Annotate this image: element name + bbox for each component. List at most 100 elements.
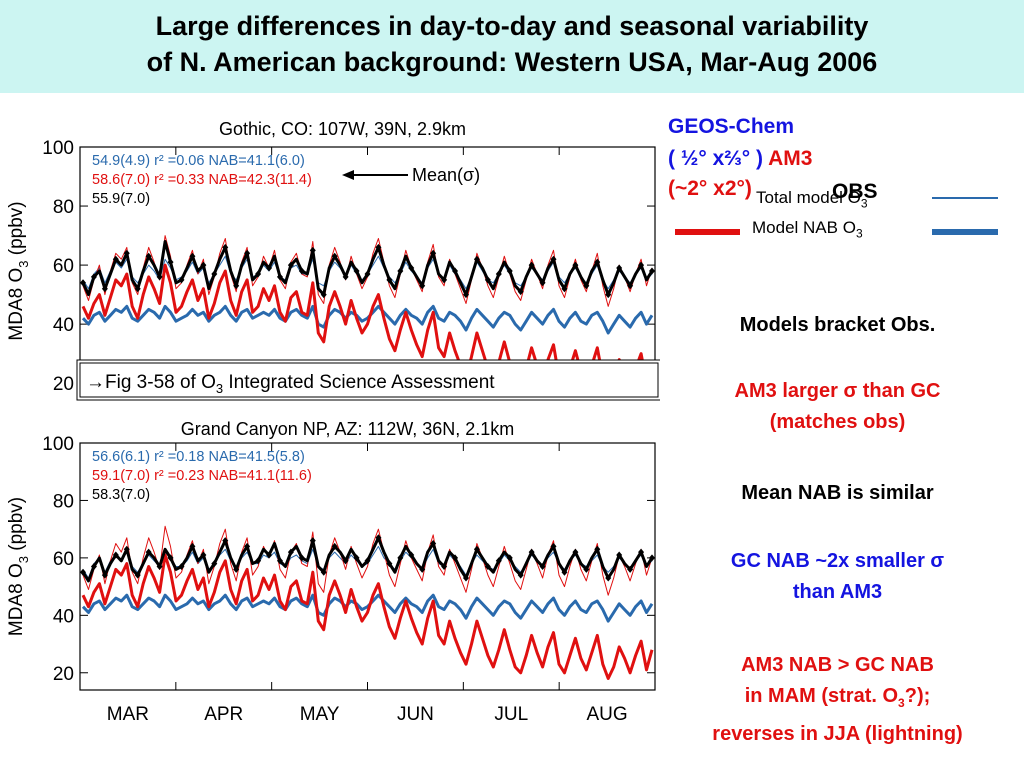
obs-marker	[375, 243, 382, 251]
legend-model-nab-text: Model NAB O	[752, 218, 856, 237]
obs-marker	[561, 568, 568, 576]
obs-marker	[211, 560, 218, 568]
obs-marker	[375, 534, 382, 542]
obs-marker	[583, 282, 590, 290]
fig-ref-sub: 3	[216, 381, 223, 396]
note-gc-nab-1: GC NAB ~2x smaller σ	[730, 550, 945, 572]
obs-marker	[167, 258, 174, 266]
note-gc-nab-2: than AM3	[792, 581, 883, 603]
slide-title: Large differences in day-to-day and seas…	[0, 0, 1024, 93]
y-axis-label-main: MDA8 O	[6, 268, 27, 341]
series-line-am3_total	[82, 525, 653, 596]
panel-stat-2: 58.6(7.0) r² =0.33 NAB=42.3(11.4)	[92, 172, 312, 188]
obs-marker	[495, 270, 502, 278]
x-tick-label: AUG	[586, 704, 627, 725]
y-tick-label: 100	[42, 138, 74, 159]
y-tick-label: 40	[53, 315, 74, 336]
note-models-bracket: Models bracket Obs.	[739, 314, 936, 336]
legend-geos-chem: GEOS-Chem	[668, 112, 794, 142]
obs-marker	[80, 279, 86, 287]
legend-swatches	[675, 197, 998, 235]
obs-marker	[255, 270, 262, 278]
note-am3-nab-2: in MAM (strat. O3?);	[660, 681, 1015, 719]
x-tick-label: JUN	[397, 704, 434, 725]
obs-marker	[123, 249, 130, 257]
obs-marker	[200, 261, 207, 269]
fig-ref-box: →Fig 3-58 of O3 Integrated Science Asses…	[76, 359, 660, 401]
legend-nab-sub: 3	[855, 226, 863, 241]
obs-marker	[441, 276, 448, 284]
note-am3-nab: AM3 NAB > GC NAB in MAM (strat. O3?); re…	[660, 650, 1015, 750]
obs-marker	[178, 276, 185, 284]
obs-marker	[528, 261, 535, 269]
y-axis-label-sub: 3	[16, 261, 31, 268]
obs-marker	[287, 261, 294, 269]
y-tick-label: 80	[53, 491, 74, 512]
legend-obs: OBS	[832, 180, 878, 203]
mean-sigma-annotation: Mean(σ)	[342, 165, 480, 185]
legend-am3-res: (~2° x2°)	[668, 177, 752, 200]
legend-am3-label: AM3	[768, 147, 813, 170]
series-line-gc_nab	[81, 593, 654, 623]
x-tick-label: MAY	[300, 704, 340, 725]
obs-marker	[616, 264, 623, 272]
obs-marker	[90, 563, 97, 570]
obs-marker	[342, 557, 349, 565]
fig-ref-text: →Fig 3-58 of O3 Integrated Science Asses…	[86, 372, 495, 396]
note-am3-nab-1: AM3 NAB > GC NAB	[741, 654, 934, 676]
obs-marker	[244, 249, 251, 257]
y-axis-label-unit: (ppbv)	[6, 201, 27, 260]
obs-marker	[353, 267, 360, 275]
obs-marker	[298, 267, 305, 275]
obs-marker	[211, 270, 218, 278]
obs-marker	[200, 551, 207, 559]
legend-total-sub: 3	[860, 196, 868, 211]
panel-stat-1: 54.9(4.9) r² =0.06 NAB=41.1(6.0)	[92, 153, 305, 169]
obs-marker	[156, 563, 163, 570]
obs-marker	[539, 279, 546, 287]
obs-marker	[517, 571, 524, 579]
note-am3-nab-2-post: ?);	[904, 685, 931, 707]
obs-marker	[638, 261, 645, 269]
obs-marker	[484, 563, 491, 570]
fig-ref-inner	[79, 362, 659, 398]
y-tick-label: 40	[53, 606, 74, 627]
obs-marker	[156, 273, 163, 281]
panel-stat-1: 56.6(6.1) r² =0.18 NAB=41.5(5.8)	[92, 449, 305, 465]
obs-marker	[189, 542, 196, 550]
obs-marker	[309, 246, 316, 254]
legend-total-model-text: Total model O	[756, 188, 861, 207]
note-am3-sigma: AM3 larger σ than GC (matches obs)	[660, 376, 1015, 438]
obs-marker	[397, 554, 404, 562]
obs-marker	[528, 548, 535, 556]
obs-marker	[266, 551, 273, 559]
series-line-obs	[81, 240, 654, 297]
y-axis-label-sub: 3	[16, 556, 31, 563]
legend-am3: ( ½° x⅔° ) AM3 (~2° x2°)	[668, 144, 812, 204]
obs-marker	[233, 282, 240, 290]
legend-total-model: Total model O3	[756, 188, 868, 210]
obs-marker	[506, 554, 513, 562]
obs-marker	[298, 554, 305, 562]
obs-marker	[462, 291, 469, 299]
obs-marker	[353, 554, 360, 562]
note-am3-nab-2-sub: 3	[898, 696, 905, 710]
obs-marker	[287, 548, 294, 556]
obs-marker	[342, 273, 349, 281]
obs-marker	[309, 537, 316, 545]
fig-ref-post: Integrated Science Assessment	[223, 372, 495, 393]
x-tick-label: JUL	[494, 704, 528, 725]
y-tick-label: 20	[53, 374, 74, 395]
obs-marker	[419, 282, 426, 290]
obs-marker	[408, 551, 415, 559]
obs-marker	[572, 548, 579, 556]
obs-marker	[550, 542, 557, 550]
panel-title: Gothic, CO: 107W, 39N, 2.9km	[219, 119, 466, 139]
obs-marker	[462, 574, 469, 582]
obs-marker	[430, 249, 437, 257]
title-line-1: Large differences in day-to-day and seas…	[155, 11, 869, 41]
obs-marker	[605, 291, 612, 299]
obs-marker	[638, 548, 645, 556]
legend-model-nab: Model NAB O3	[752, 218, 863, 240]
obs-marker	[134, 285, 141, 293]
